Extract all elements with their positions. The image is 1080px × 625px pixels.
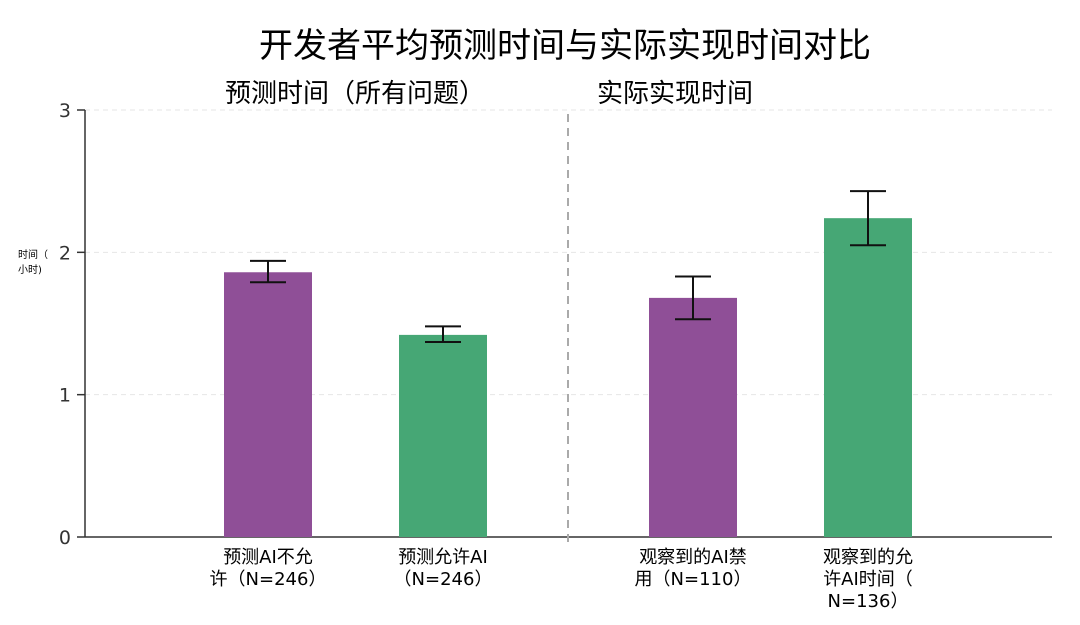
- chart-title: 开发者平均预测时间与实际实现时间对比: [259, 26, 871, 66]
- y-tick-label: 0: [59, 527, 71, 549]
- x-category-label: 预测允许AI （N=246）: [394, 547, 493, 590]
- bar: [649, 297, 737, 537]
- bar: [824, 218, 912, 537]
- plot-area: 0 1 2 3 预测AI不允许（N=246） 预测允许AI （N=246） 观察到的AI禁用（…: [59, 100, 1052, 612]
- y-tick-label: 2: [59, 242, 71, 264]
- panel-title-predicted: 预测时间（所有问题）: [225, 79, 485, 109]
- y-tick-label: 1: [59, 385, 71, 407]
- x-category-label: 预测AI不允许（N=246）: [210, 547, 327, 590]
- panel-title-actual: 实际实现时间: [597, 79, 753, 109]
- y-axis-label: 时间（ 小时): [18, 248, 51, 276]
- x-category-label: 观察到的AI禁用（N=110）: [635, 547, 752, 590]
- x-category-label: 观察到的允许AI时间（ N=136）: [823, 547, 913, 612]
- y-tick-label: 3: [59, 100, 71, 122]
- bar: [399, 334, 487, 537]
- bar: [224, 272, 312, 537]
